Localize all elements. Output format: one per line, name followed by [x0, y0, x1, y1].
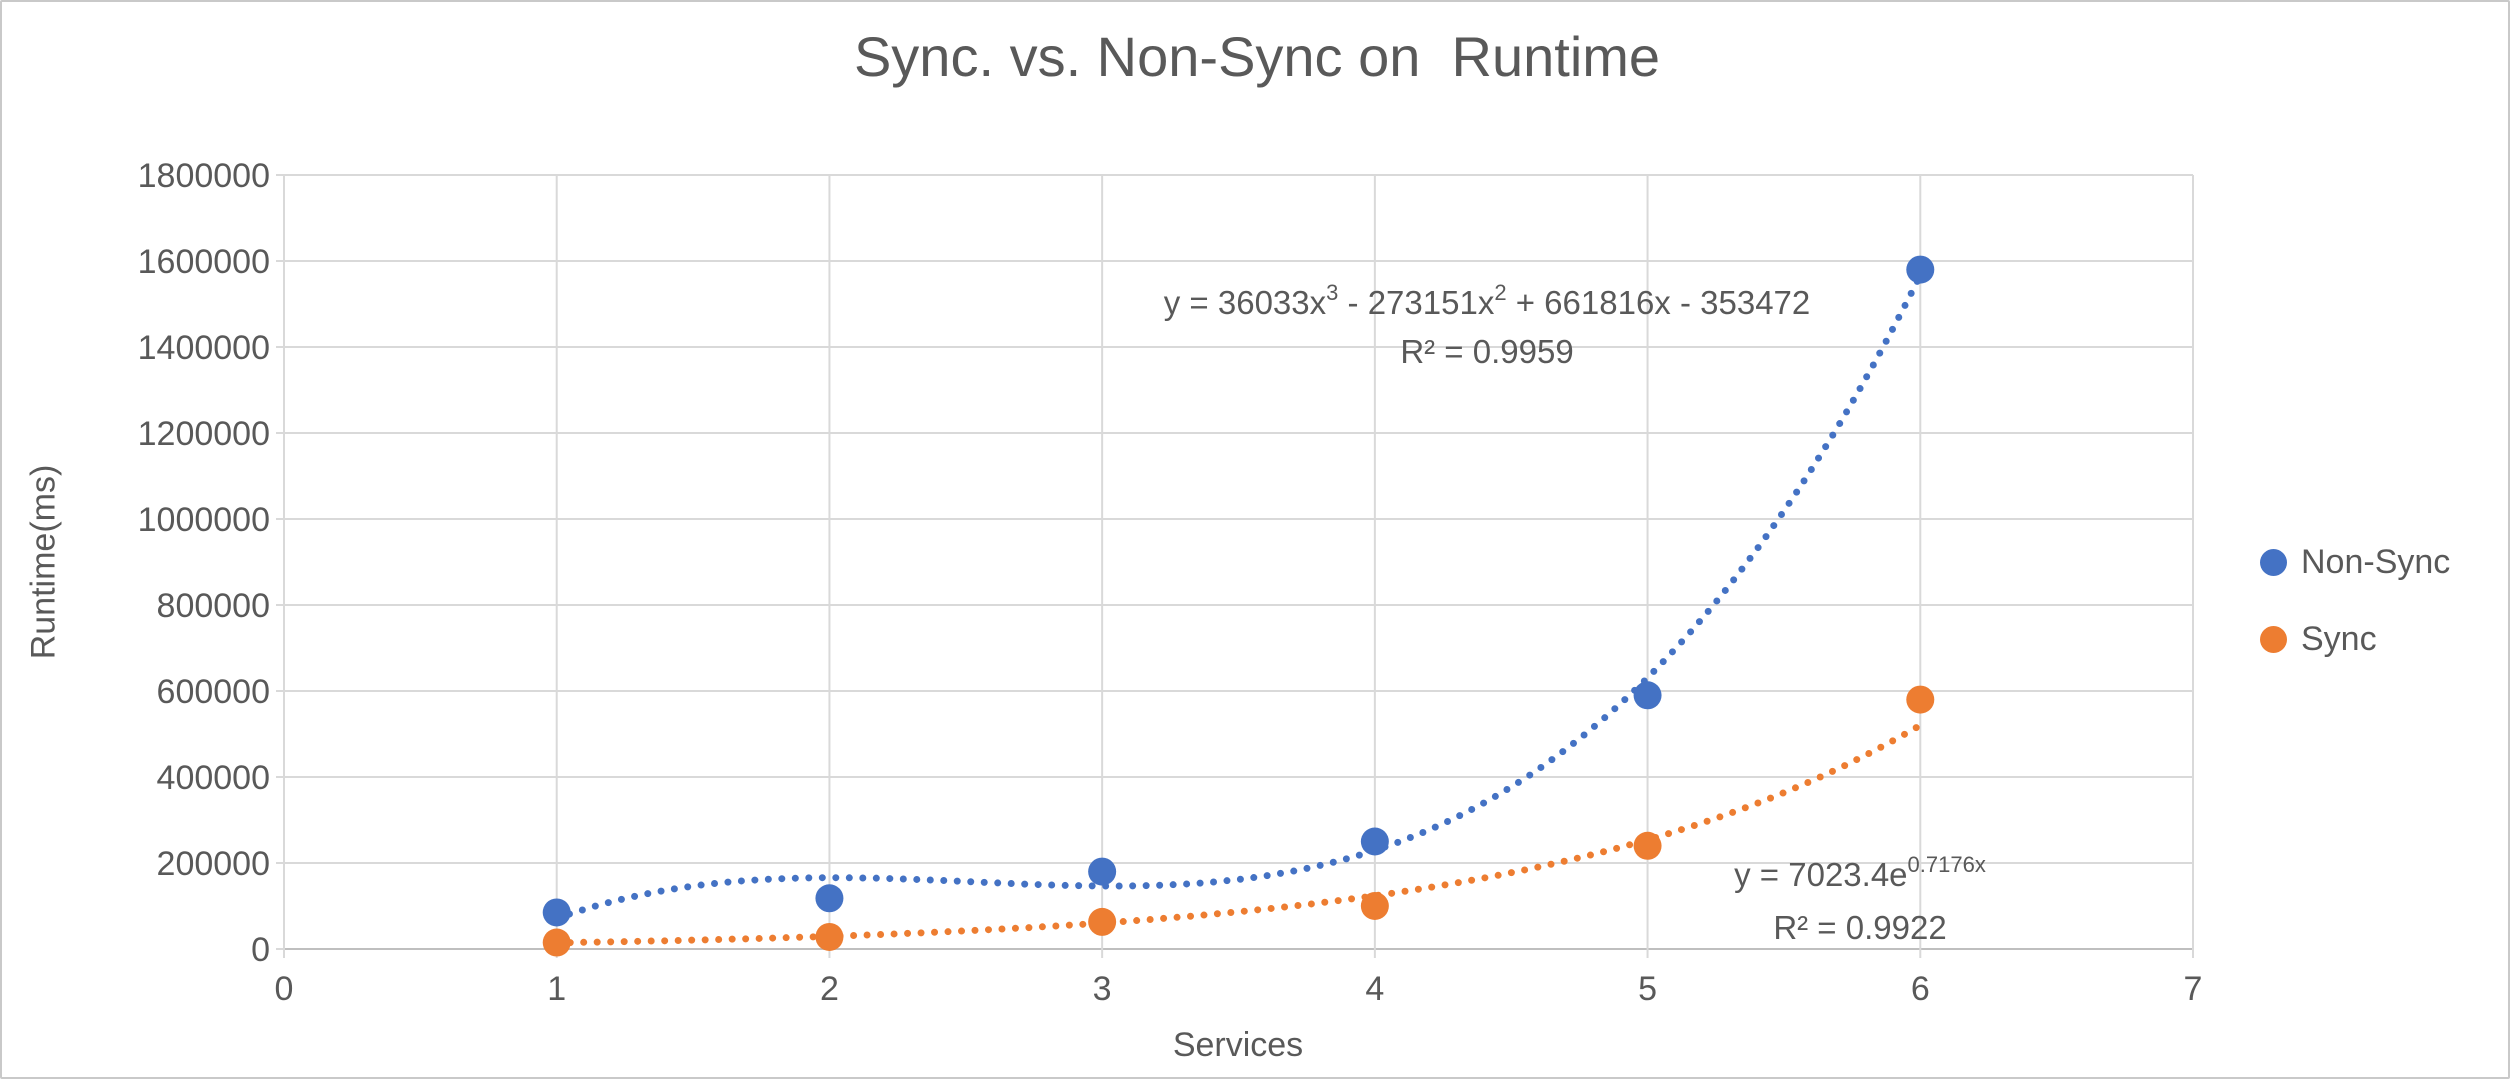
data-point-non-sync-x6[interactable]	[1906, 255, 1935, 284]
x-tick-label: 5	[1638, 970, 1657, 1008]
data-point-sync-x3[interactable]	[1088, 907, 1117, 936]
y-tick-label: 1600000	[138, 243, 270, 281]
legend-marker-non-sync-icon	[2260, 548, 2287, 576]
data-point-sync-x6[interactable]	[1906, 685, 1935, 714]
y-tick-label: 400000	[157, 759, 270, 797]
x-tick-label: 0	[275, 970, 294, 1008]
data-point-non-sync-x2[interactable]	[815, 884, 844, 913]
legend-item-non-sync[interactable]: Non-Sync	[2260, 540, 2450, 584]
y-axis-title: Runtime(ms)	[24, 464, 63, 660]
x-tick-label: 2	[820, 970, 839, 1008]
data-point-non-sync-x3[interactable]	[1088, 857, 1117, 886]
equation-r2: R² = 0.9959	[1400, 333, 1574, 370]
data-point-sync-x1[interactable]	[542, 928, 571, 957]
y-tick-label: 200000	[157, 845, 270, 883]
y-tick-label: 1400000	[138, 329, 270, 367]
equation-text: y = 36033x3 - 273151x2 + 661816x - 35347…	[1163, 280, 1811, 322]
equation-text: y = 7023.4e0.7176x	[1734, 852, 1986, 894]
trendline-non-sync	[553, 271, 1924, 922]
x-tick-label: 4	[1365, 970, 1384, 1008]
data-point-non-sync-x4[interactable]	[1360, 827, 1389, 856]
y-tick-label: 1800000	[138, 157, 270, 195]
data-point-sync-x4[interactable]	[1360, 892, 1389, 920]
data-point-non-sync-x5[interactable]	[1633, 681, 1662, 710]
equation-r2: R² = 0.9922	[1773, 909, 1947, 946]
y-tick-label: 600000	[157, 673, 270, 711]
y-tick-label: 1200000	[138, 415, 270, 453]
trendline-sync	[553, 721, 1924, 947]
data-point-sync-x2[interactable]	[815, 922, 844, 951]
x-tick-label: 6	[1911, 970, 1930, 1008]
legend-item-sync[interactable]: Sync	[2260, 617, 2377, 661]
legend-marker-sync-icon	[2260, 625, 2287, 653]
data-point-non-sync-x1[interactable]	[542, 898, 571, 927]
data-point-sync-x5[interactable]	[1633, 831, 1662, 860]
x-axis-title: Services	[1172, 1026, 1304, 1064]
chart-title: Sync. vs. Non-Sync on Runtime	[853, 25, 1661, 88]
legend-label-non-sync: Non-Sync	[2301, 542, 2451, 581]
x-tick-label: 3	[1093, 970, 1112, 1008]
y-tick-label: 800000	[157, 587, 270, 625]
legend-label-sync: Sync	[2301, 619, 2377, 658]
y-tick-label: 1000000	[138, 501, 270, 539]
y-tick-label: 0	[251, 931, 270, 969]
trendline-equation-non-sync[interactable]: y = 36033x3 - 273151x2 + 661816x - 35347…	[1037, 278, 1937, 376]
x-tick-label: 1	[547, 970, 566, 1008]
x-tick-label: 7	[2184, 970, 2203, 1008]
trendline-equation-sync[interactable]: y = 7023.4e0.7176x R² = 0.9922	[1560, 848, 2160, 954]
